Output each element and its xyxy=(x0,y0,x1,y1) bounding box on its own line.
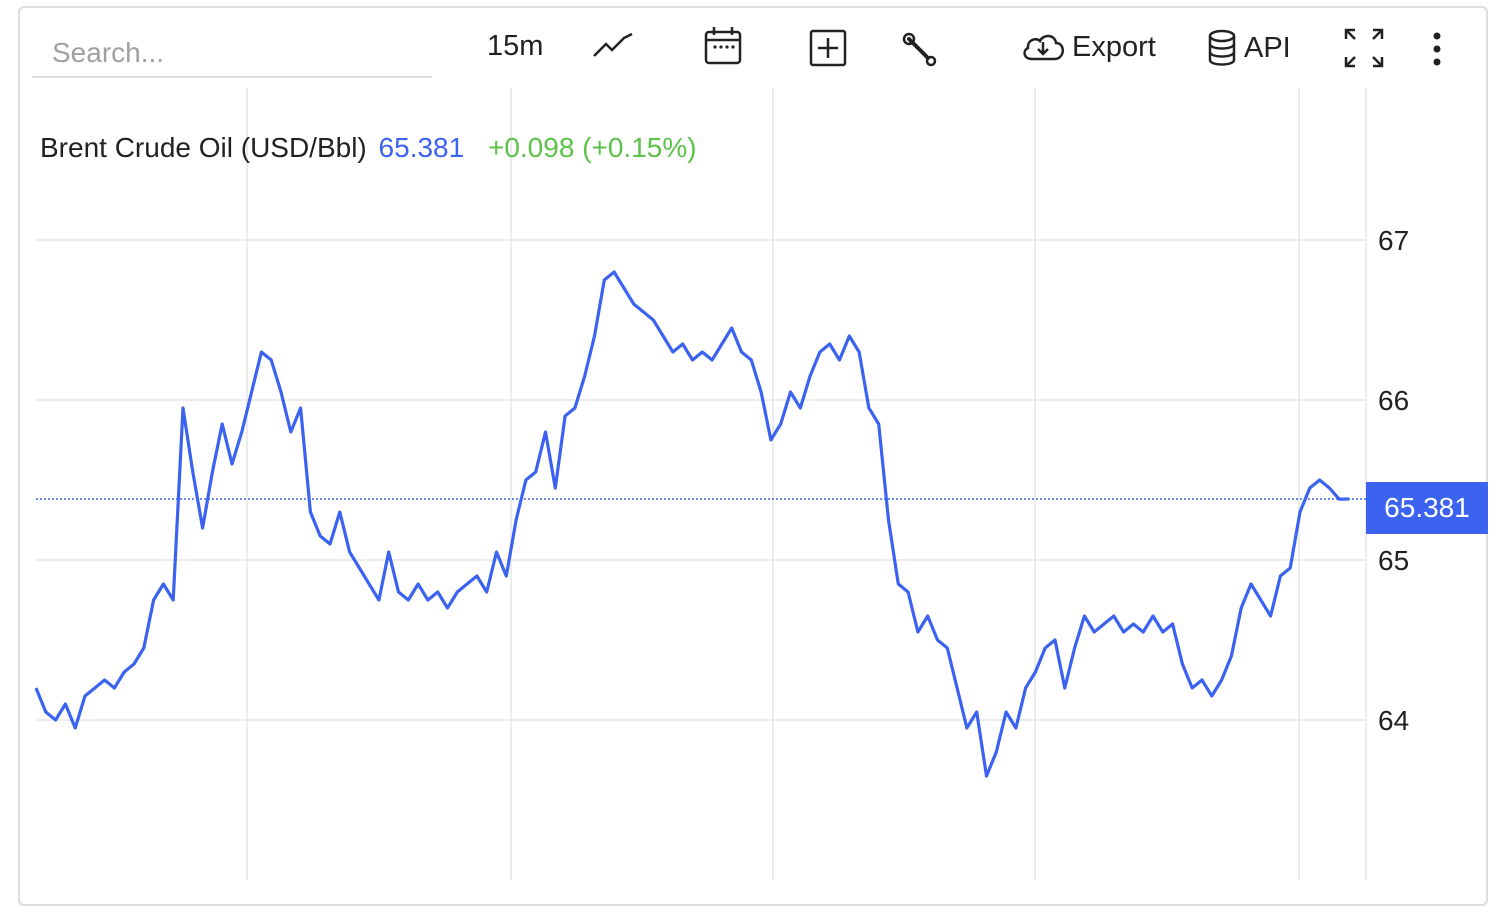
last-price-badge: 65.381 xyxy=(1366,482,1488,534)
price-chart[interactable]: 67 66 65 64 xyxy=(0,0,1508,884)
current-price: 65.381 xyxy=(378,132,465,163)
more-menu-button[interactable] xyxy=(1430,30,1444,68)
interval-label: 15m xyxy=(487,30,544,62)
more-vertical-icon xyxy=(1430,30,1444,68)
y-tick-label: 64 xyxy=(1378,705,1409,736)
y-tick-label: 66 xyxy=(1378,385,1409,416)
plus-square-icon xyxy=(808,28,848,68)
line-chart-icon xyxy=(592,30,634,62)
date-range-button[interactable] xyxy=(703,26,743,66)
search-input[interactable] xyxy=(32,30,432,78)
settings-button[interactable] xyxy=(900,30,940,70)
export-label: Export xyxy=(1072,30,1156,63)
compare-button[interactable] xyxy=(808,28,848,68)
toolbar: 15m xyxy=(0,0,1508,88)
chart-header: Brent Crude Oil (USD/Bbl) 65.381 +0.098 … xyxy=(40,132,697,164)
last-price-label: 65.381 xyxy=(1384,492,1470,523)
y-tick-label: 67 xyxy=(1378,225,1409,256)
calendar-icon xyxy=(703,26,743,66)
api-button[interactable]: API xyxy=(1206,29,1291,67)
wrench-icon xyxy=(900,30,940,70)
price-series-line xyxy=(34,270,1350,778)
api-label: API xyxy=(1244,31,1291,64)
instrument-name: Brent Crude Oil (USD/Bbl) xyxy=(40,132,367,163)
interval-selector[interactable]: 15m xyxy=(487,30,543,63)
y-axis-labels: 67 66 65 64 xyxy=(1378,225,1409,736)
y-tick-label: 65 xyxy=(1378,545,1409,576)
fullscreen-button[interactable] xyxy=(1344,28,1384,68)
chart-grid xyxy=(36,88,1367,880)
price-change: +0.098 (+0.15%) xyxy=(487,132,697,163)
database-icon xyxy=(1206,29,1238,67)
cloud-download-icon xyxy=(1020,29,1066,65)
expand-icon xyxy=(1344,28,1384,68)
chart-type-button[interactable] xyxy=(592,30,634,62)
export-button[interactable]: Export xyxy=(1020,29,1156,65)
